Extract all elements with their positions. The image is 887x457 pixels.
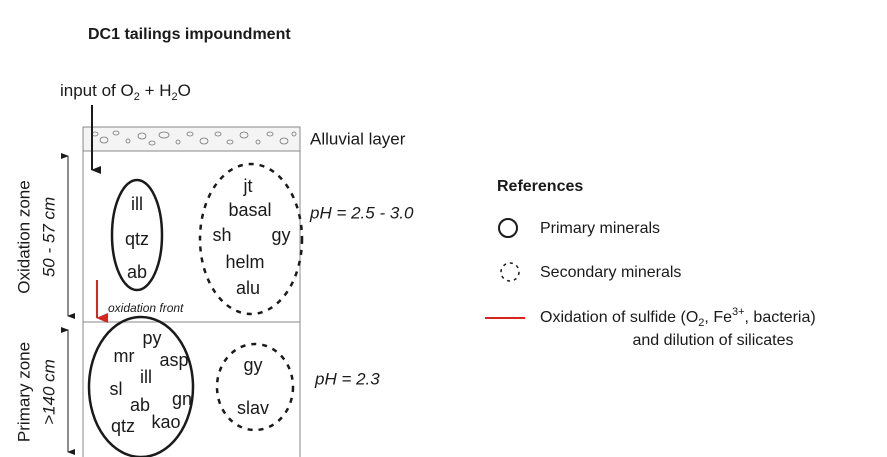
mineral: basal [228,200,271,220]
mineral: helm [225,252,264,272]
text: , Fe [704,309,732,326]
mineral: gy [243,355,262,375]
depth-label: >140 cm [39,359,58,425]
ph-label: pH = 2.3 [314,369,380,388]
mineral: slav [237,398,269,418]
zone-label: Primary zone [14,342,33,442]
alluvial-pattern [91,130,297,146]
mineral: ab [127,262,147,282]
alluvial-label: Alluvial layer [310,129,406,148]
legend-label: Secondary minerals [540,264,681,281]
mineral: ab [130,395,150,415]
legend-label: Oxidation of sulfide (O2, Fe3+, bacteria… [540,306,816,329]
subscript: 2 [134,91,140,103]
mineral: gy [271,225,290,245]
mineral: sh [212,225,231,245]
subscript: 2 [698,317,704,329]
mineral: asp [159,350,188,370]
mineral: qtz [111,416,135,436]
text: input of O [60,81,134,100]
text: + H [140,81,172,100]
text: O [178,81,191,100]
primary-ellipse [87,315,195,457]
column [82,126,301,457]
legend-symbol [498,218,518,238]
ph-label: pH = 2.5 - 3.0 [309,203,414,222]
depth-label: 50 - 57 cm [39,197,58,277]
subscript: 2 [172,91,178,103]
text: , bacteria) [745,309,816,326]
legend-label: and dilution of silicates [633,332,794,349]
legend-label: Primary minerals [540,220,660,237]
title: DC1 tailings impoundment [88,26,291,43]
primary-ellipse [110,178,164,292]
mineral: alu [236,278,260,298]
superscript: 3+ [732,306,745,318]
mineral: ill [131,194,143,214]
zone-label: Oxidation zone [14,180,33,293]
mineral: jt [243,176,253,196]
text: Oxidation of sulfide (O [540,309,698,326]
secondary-ellipse [215,342,295,432]
mineral: py [142,328,161,348]
input-label: input of O2 + H2O [60,81,191,102]
mineral: mr [114,346,135,366]
secondary-ellipse [198,162,304,316]
mineral: qtz [125,229,149,249]
legend-symbol [500,262,520,282]
mineral: ill [140,367,152,387]
references-title: References [497,178,583,195]
mineral: sl [110,379,123,399]
front-label: oxidation front [108,301,184,315]
mineral: gn [172,389,192,409]
mineral: kao [151,412,180,432]
